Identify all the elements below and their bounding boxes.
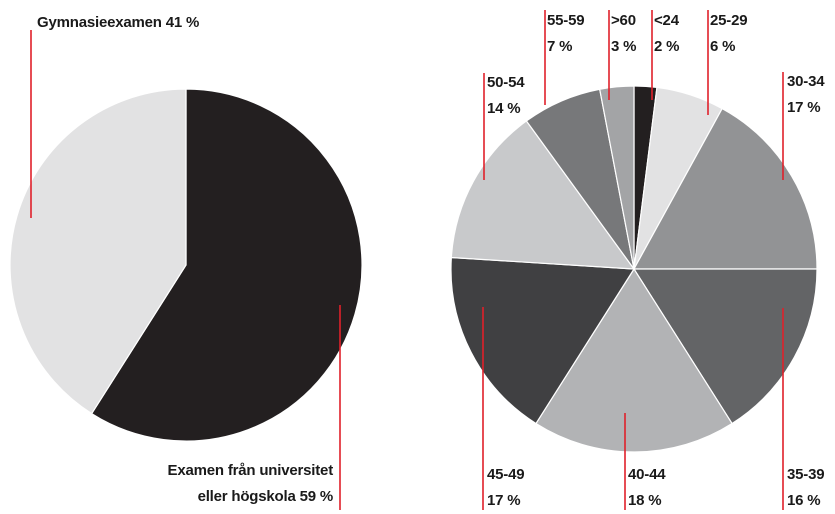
age-slice-45-49 (450, 256, 636, 425)
slice-label: 30-34 (787, 73, 825, 90)
label-age-25-29: 25-29 6 % (710, 8, 748, 60)
slice-label: 45-49 (487, 466, 525, 483)
slice-label: 35-39 (787, 466, 825, 483)
label-age-35-39: 35-39 16 % (787, 462, 825, 514)
age-pie (450, 85, 818, 453)
age-slice-40-44 (535, 267, 733, 453)
label-text-line1: Examen från universitet (167, 462, 334, 479)
slice-pct: 6 % (710, 38, 736, 55)
education-pie (9, 88, 363, 442)
slice-pct: 14 % (487, 100, 521, 117)
slice-label: >60 (611, 12, 636, 29)
label-age-50-54: 50-54 14 % (487, 70, 525, 122)
age-slice-35-39 (632, 268, 818, 425)
slice-label: 55-59 (547, 12, 585, 29)
slice-pct: 7 % (547, 38, 573, 55)
education-slice-gymnasieexamen (9, 88, 187, 415)
slice-pct: 16 % (787, 492, 821, 509)
slice-pct: 2 % (654, 38, 680, 55)
slice-label: 25-29 (710, 12, 748, 29)
label-text: Gymnasieexamen 41 % (37, 14, 200, 31)
label-age-30-34: 30-34 17 % (787, 69, 825, 121)
label-age-45-49: 45-49 17 % (487, 462, 525, 514)
slice-label: 40-44 (628, 466, 666, 483)
label-age-55-59: 55-59 7 % (547, 8, 585, 60)
slice-label: <24 (654, 12, 679, 29)
age-slice-30-34 (632, 107, 818, 270)
age-slice-50-54 (450, 120, 636, 270)
age-slice-60 (599, 85, 635, 270)
slice-pct: 17 % (487, 492, 521, 509)
slice-pct: 17 % (787, 99, 821, 116)
label-text-line2: eller högskola 59 % (197, 488, 334, 505)
slice-label: 50-54 (487, 74, 525, 91)
label-age-under-24: <24 2 % (654, 8, 679, 60)
slice-pct: 18 % (628, 492, 662, 509)
label-age-over-60: >60 3 % (611, 8, 636, 60)
label-gymnasieexamen: Gymnasieexamen 41 % (37, 10, 199, 36)
label-age-40-44: 40-44 18 % (628, 462, 666, 514)
leader-lines (30, 10, 784, 510)
slice-pct: 3 % (611, 38, 637, 55)
education-slice-examen-fr-n-universitet-eller-h-gskola (90, 88, 363, 442)
label-examen-universitet: Examen från universitet eller högskola 5… (167, 458, 334, 510)
